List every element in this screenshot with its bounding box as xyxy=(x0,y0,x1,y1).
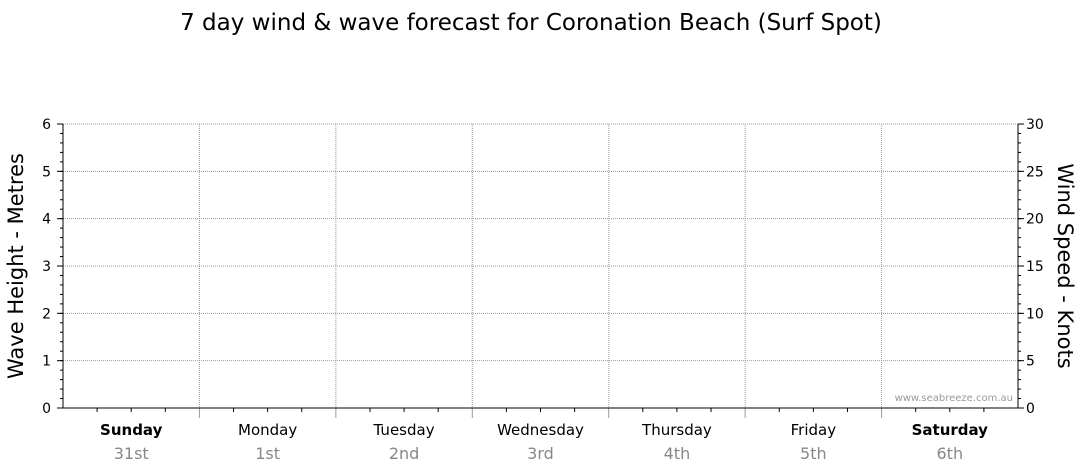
left-tick-label: 4 xyxy=(42,212,51,228)
left-tick-label: 5 xyxy=(42,164,51,180)
right-tick-label: 10 xyxy=(1026,306,1044,322)
day-label-sunday: Sunday xyxy=(100,421,163,439)
right-tick-label: 20 xyxy=(1026,212,1044,228)
day-label-thursday: Thursday xyxy=(641,421,712,439)
right-tick-label: 15 xyxy=(1026,259,1044,275)
right-tick-label: 25 xyxy=(1026,164,1044,180)
right-tick-label: 5 xyxy=(1026,354,1035,370)
day-date-thursday: 4th xyxy=(664,444,691,463)
grid-layer xyxy=(63,123,1018,408)
day-label-tuesday: Tuesday xyxy=(373,421,435,439)
day-date-wednesday: 3rd xyxy=(527,444,554,463)
left-tick-label: 6 xyxy=(42,117,51,133)
day-date-friday: 5th xyxy=(800,444,827,463)
day-date-monday: 1st xyxy=(255,444,280,463)
day-label-friday: Friday xyxy=(791,421,837,439)
right-axis-title: Wind Speed - Knots xyxy=(1053,163,1077,368)
left-tick-label: 3 xyxy=(42,259,51,275)
day-date-sunday: 31st xyxy=(114,444,149,463)
left-tick-label: 0 xyxy=(42,401,51,417)
day-date-tuesday: 2nd xyxy=(389,444,419,463)
day-label-monday: Monday xyxy=(238,421,297,439)
day-date-saturday: 6th xyxy=(936,444,963,463)
axes-layer xyxy=(57,123,1024,418)
day-label-saturday: Saturday xyxy=(912,421,989,439)
left-tick-label: 1 xyxy=(42,354,51,370)
day-label-wednesday: Wednesday xyxy=(497,421,584,439)
right-tick-label: 30 xyxy=(1026,117,1044,133)
chart-title: 7 day wind & wave forecast for Coronatio… xyxy=(180,10,882,36)
right-tick-label: 0 xyxy=(1026,401,1035,417)
labels-layer: 0 1 2 3 4 5 6 0 5 10 15 20 25 30 Sunday 31st Monday 1st Tu… xyxy=(42,117,1044,463)
watermark: www.seabreeze.com.au xyxy=(895,393,1013,404)
left-axis-title: Wave Height - Metres xyxy=(4,153,28,379)
left-tick-label: 2 xyxy=(42,306,51,322)
